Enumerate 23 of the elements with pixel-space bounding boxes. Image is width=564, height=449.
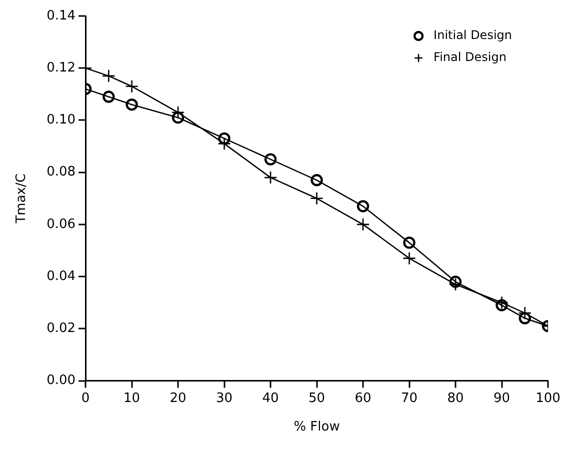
- y-tick-label: 0.08: [46, 164, 76, 180]
- legend-label: Final Design: [434, 50, 506, 64]
- y-tick-label: 0.06: [46, 216, 76, 232]
- y-axis-title: Tmax/C: [14, 174, 30, 224]
- x-tick-label: 70: [400, 390, 418, 406]
- x-tick-label: 10: [124, 390, 140, 406]
- x-tick-label: 30: [216, 390, 233, 406]
- y-tick-label: 0.14: [46, 8, 76, 24]
- x-tick-label: 60: [354, 390, 372, 406]
- x-axis-title: % Flow: [294, 420, 340, 435]
- y-tick-label: 0.04: [46, 268, 76, 284]
- x-tick-label: 100: [536, 390, 560, 406]
- x-tick-label: 80: [447, 390, 464, 406]
- y-tick-label: 0.12: [46, 60, 76, 76]
- x-tick-label: 40: [262, 390, 279, 406]
- x-tick-label: 90: [493, 390, 510, 406]
- x-tick-label: 0: [81, 390, 90, 406]
- y-tick-label: 0.02: [46, 321, 76, 336]
- y-tick-label: 0.00: [46, 373, 76, 388]
- x-tick-label: 20: [170, 390, 186, 406]
- x-tick-label: 50: [308, 390, 326, 406]
- y-tick-label: 0.10: [46, 112, 76, 128]
- legend-label: Initial Design: [434, 28, 512, 42]
